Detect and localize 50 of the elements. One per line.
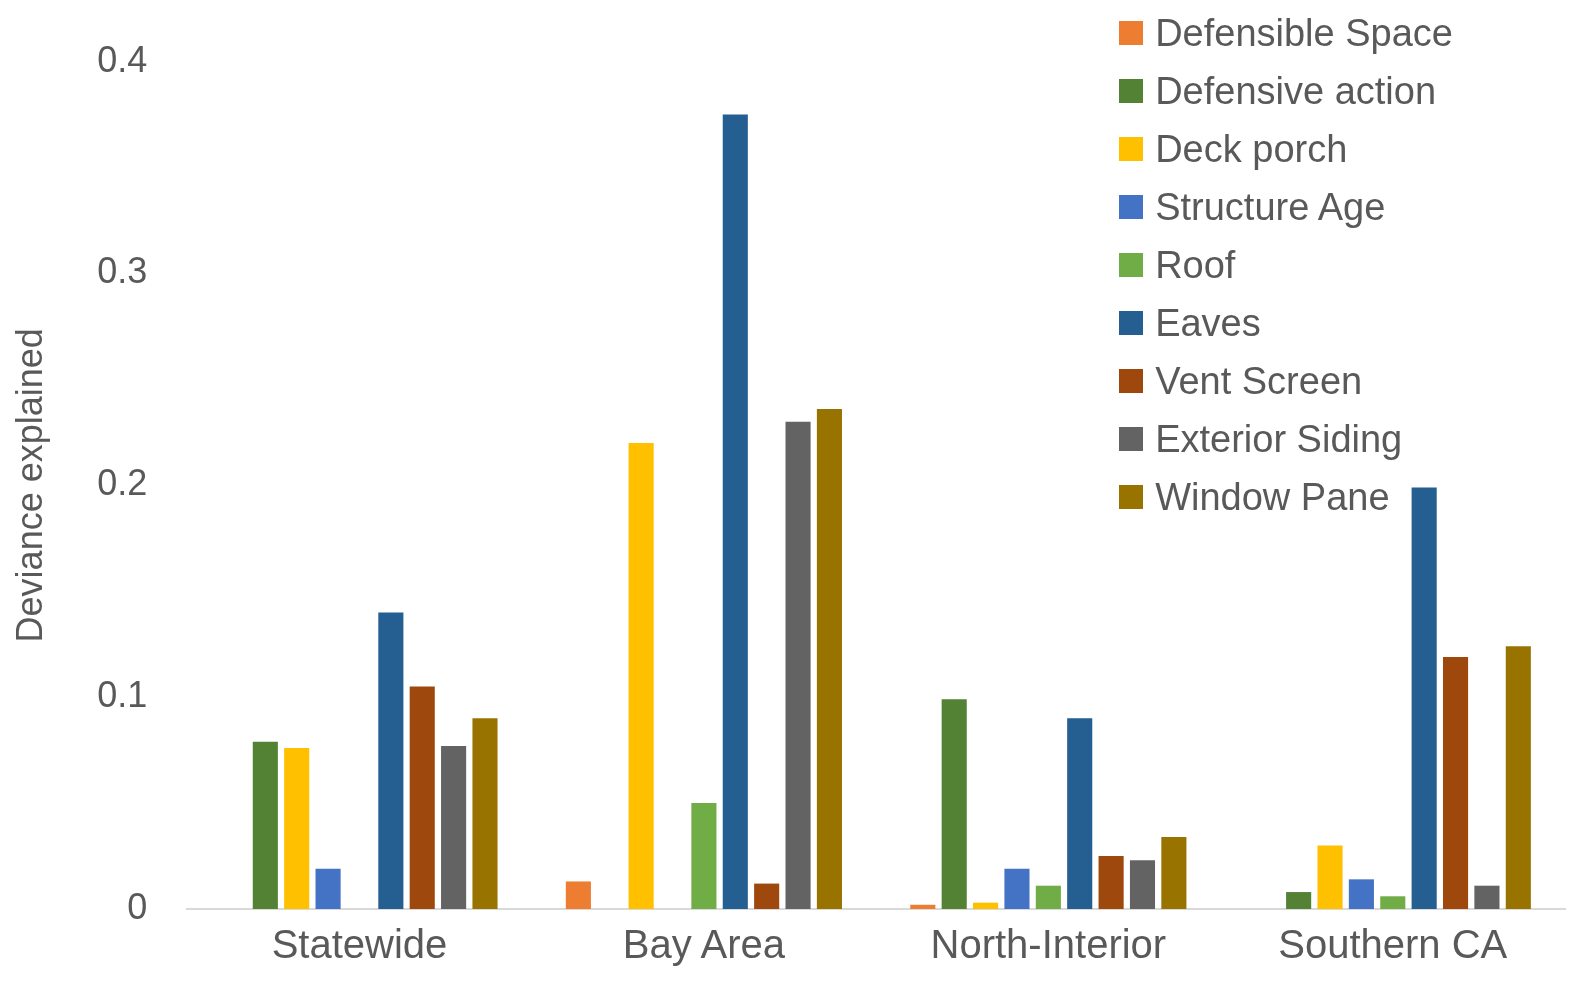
bar [1317,845,1343,909]
bar [1442,656,1469,909]
bar [973,902,999,909]
legend-label: Deck porch [1155,127,1348,172]
y-tick-label: 0.4 [97,38,148,80]
bar [1035,885,1061,909]
y-tick-label: 0.2 [97,462,148,504]
bar [1474,885,1500,909]
legend-label: Roof [1155,243,1236,288]
legend-label: Defensive action [1155,69,1437,114]
legend-label: Eaves [1155,301,1261,346]
bar [1505,646,1531,909]
x-tick-label: North-Interior [930,922,1167,967]
x-tick-label: Bay Area [622,922,786,967]
y-axis-title: Deviance explained [8,328,50,643]
bar [1380,896,1406,909]
legend-label: Window Pane [1155,475,1390,520]
bar [1098,856,1124,909]
bar [1286,892,1312,909]
y-tick-label: 0 [127,885,148,927]
bar [628,442,654,909]
bar [315,868,341,909]
bar [284,747,310,909]
bar [754,883,780,909]
x-tick-label: Southern CA [1278,922,1508,967]
x-tick-label: Statewide [271,922,448,967]
bar [378,612,404,909]
bar [252,741,278,909]
bar [1004,868,1030,909]
legend-label: Defensible Space [1155,11,1453,56]
bar [441,745,467,909]
bar [472,718,498,909]
bar [565,881,591,909]
bar [816,409,842,909]
bar [941,699,967,909]
bar [409,686,435,909]
bar [910,904,936,909]
y-tick-label: 0.3 [97,250,148,292]
bar [785,421,811,909]
bar [1411,487,1437,909]
legend-label: Structure Age [1155,185,1386,230]
bar [1067,718,1093,909]
bar [722,114,748,909]
bar [1129,860,1156,909]
bar [1161,836,1187,909]
bar [1348,879,1374,909]
y-tick-label: 0.1 [97,674,148,716]
legend-label: Exterior Siding [1155,417,1403,462]
legend-label: Vent Screen [1155,359,1363,404]
bar [691,803,717,909]
